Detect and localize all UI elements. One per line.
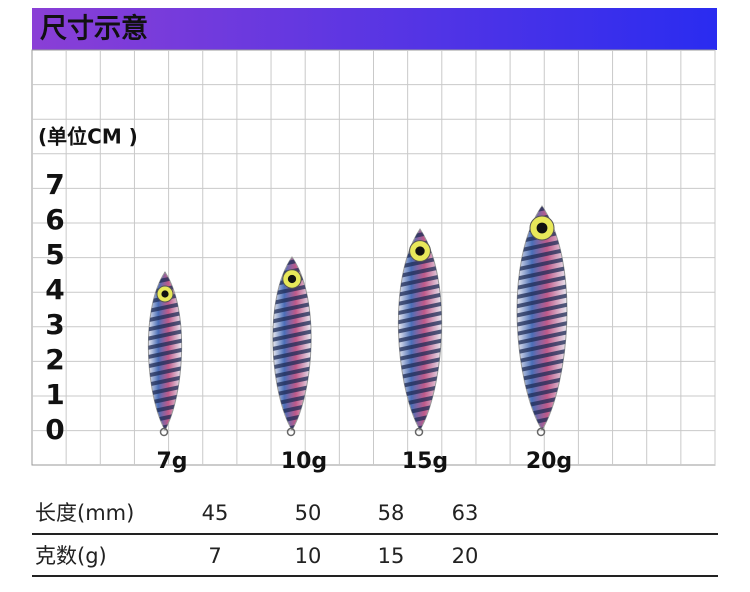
scale-number: 6 — [45, 203, 64, 236]
lure-pupil — [415, 246, 425, 256]
lure-label: 15g — [402, 449, 448, 474]
lure-stripes — [517, 206, 567, 430]
table-row-label: 克数(g) — [35, 544, 107, 568]
table-cell: 45 — [202, 501, 229, 525]
lure-stripes — [148, 272, 182, 430]
lure-pupil — [287, 274, 297, 284]
header-bar — [32, 8, 717, 50]
unit-label: (单位CM ) — [38, 125, 138, 149]
table-cell: 20 — [452, 544, 479, 568]
lure-label: 7g — [156, 449, 187, 474]
table-cell: 63 — [452, 501, 479, 525]
lure-ring — [536, 427, 546, 437]
scale-number: 7 — [45, 168, 64, 201]
lure-pupil — [161, 290, 169, 298]
scale-number: 2 — [45, 343, 64, 376]
lure — [272, 256, 312, 437]
table-cell: 10 — [295, 544, 322, 568]
lure — [147, 271, 183, 437]
lure-ring — [159, 427, 169, 437]
lure-label: 20g — [526, 449, 572, 474]
grid — [32, 50, 716, 465]
lure — [397, 228, 443, 437]
lure-stripes — [272, 257, 312, 430]
lure-pupil — [536, 222, 548, 234]
lures: 7g 10g 15g 20g — [147, 205, 572, 474]
table-row-label: 长度(mm) — [35, 501, 134, 525]
table-cell: 58 — [378, 501, 405, 525]
scale-number: 1 — [45, 378, 64, 411]
lure-ring — [286, 427, 296, 437]
lure-ring — [414, 427, 424, 437]
scale-number: 0 — [45, 413, 64, 446]
lure — [516, 205, 568, 437]
table-cell: 50 — [295, 501, 322, 525]
lure-stripes — [398, 229, 442, 430]
lure-label: 10g — [281, 449, 327, 474]
table-cell: 7 — [208, 544, 221, 568]
table: 长度(mm) 45 50 58 63 克数(g) 7 10 15 20 — [35, 501, 478, 568]
header-title: 尺寸示意 — [40, 13, 148, 45]
table-cell: 15 — [378, 544, 405, 568]
scale-number: 5 — [45, 238, 64, 271]
scale-number: 4 — [45, 273, 64, 306]
scale-number: 3 — [45, 308, 64, 341]
